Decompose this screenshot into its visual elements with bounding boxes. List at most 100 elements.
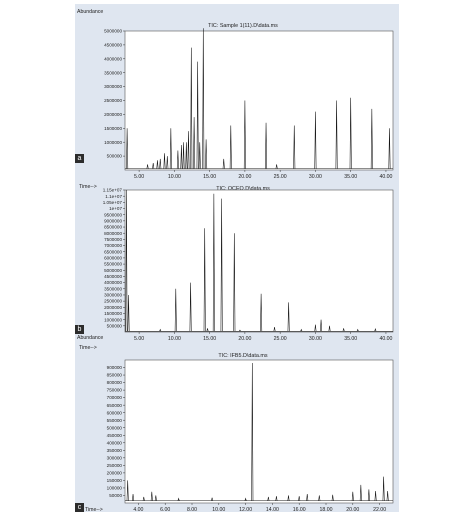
y-tick-label: 350000 (107, 448, 123, 453)
x-tick-label: 8.00 (187, 507, 197, 513)
y-tick-label: 900000 (107, 365, 123, 370)
y-tick-label: 750000 (107, 388, 123, 393)
chromatogram-peak (388, 128, 391, 169)
y-tick-label: 4000000 (104, 56, 122, 61)
plot-area (124, 30, 394, 171)
x-tick-label: 20.00 (238, 336, 251, 342)
chromatogram-peak (212, 193, 215, 332)
y-tick-label: 2500000 (104, 299, 122, 304)
chromatogram-peak (159, 158, 162, 169)
y-tick-label: 3500000 (104, 70, 122, 75)
chromatogram-peak (287, 495, 290, 501)
chromatogram-peak (196, 61, 199, 169)
chromatogram-peak (351, 491, 354, 501)
y-tick-label: 1000000 (104, 317, 122, 322)
chart-c-svg: Time--> TIC: IFB5.D\data.ms Time--> 5000… (79, 345, 394, 513)
chromatogram-peak (233, 233, 236, 332)
x-tick-label: 16.00 (293, 507, 306, 513)
x-tick-label: 30.00 (309, 174, 322, 180)
panel-letter-b: b (75, 325, 84, 334)
x-tick-label: 25.00 (274, 336, 287, 342)
y-tick-label: 1500000 (104, 126, 122, 131)
x-tick-label: 30.00 (309, 336, 322, 342)
chromatogram-peak (189, 282, 192, 332)
y-tick-label: 650000 (107, 403, 123, 408)
chromatogram-peak (126, 128, 129, 169)
y-tick-label: 6500000 (104, 249, 122, 254)
chromatogram-peak (205, 139, 208, 169)
y-tick-label: 3500000 (104, 286, 122, 291)
y-tick-label: 500000 (107, 323, 123, 328)
chromatogram-peak (127, 294, 130, 332)
chart-title: TIC: IFB5.D\data.ms (218, 353, 267, 359)
chromatogram-peak (206, 328, 209, 332)
chromatogram-peak (260, 293, 263, 332)
y-tick-label: 7000000 (104, 243, 122, 248)
chromatogram-peak (300, 328, 303, 332)
chromatogram-peak (182, 142, 185, 169)
y-tick-label: 2000000 (104, 112, 122, 117)
chromatogram-peak (150, 491, 153, 501)
y-tick-label: 450000 (107, 433, 123, 438)
chromatogram-peak (287, 302, 290, 332)
chromatogram-peak (176, 150, 179, 169)
x-tick-label: 5.00 (134, 336, 144, 342)
y-tick-label: 2000000 (104, 305, 122, 310)
chromatogram-peak (342, 328, 345, 332)
y-axis-title: Abundance (77, 9, 103, 15)
chromatogram-peak (370, 108, 373, 169)
plot-area (124, 189, 394, 333)
x-tick-label: 25.00 (274, 174, 287, 180)
y-tick-label: 500000 (107, 425, 123, 430)
chromatogram-peak (298, 496, 301, 501)
y-tick-label: 1000000 (104, 140, 122, 145)
chromatogram-peak (335, 100, 338, 169)
chart-panel-b: TIC: OCEO.D\data.ms Abundance 500000 1000… (75, 176, 399, 342)
chromatogram-peak (374, 327, 377, 332)
y-tick-label: 800000 (107, 380, 123, 385)
y-tick-label: 700000 (107, 395, 123, 400)
chromatogram-peak (367, 489, 370, 501)
chromatogram-peak (190, 47, 193, 169)
x-tick-label: 18.00 (320, 507, 333, 513)
y-tick-label: 1e+07 (109, 206, 122, 211)
chromatogram-peak (166, 156, 169, 169)
chromatogram-peak (203, 228, 206, 332)
chromatogram-peak (156, 160, 159, 169)
y-tick-label: 9000000 (104, 218, 122, 223)
x-tick-label: 5.00 (134, 174, 144, 180)
chromatogram-peak (132, 493, 135, 501)
chromatogram-peak (267, 496, 270, 501)
chromatogram-peak (154, 495, 157, 501)
y-tick-label: 5000000 (104, 268, 122, 273)
chromatogram-peak (198, 142, 201, 169)
y-tick-label: 1.15e+07 (103, 188, 123, 193)
chromatogram-peak (331, 494, 334, 501)
chromatogram-peak (356, 328, 359, 332)
y-tick-label: 1.1e+07 (105, 194, 122, 199)
chromatogram-peak (244, 497, 247, 501)
x-axis-title: Time--> (85, 507, 103, 513)
y-tick-label: 5000000 (104, 29, 122, 34)
chromatogram-peak (126, 480, 129, 501)
y-axis-title: Abundance (77, 335, 103, 341)
chromatogram-peak (174, 288, 177, 332)
y-tick-label: 1500000 (104, 311, 122, 316)
chart-panel-a: Abundance TIC: Sample 1(11).D\data.ms Ti… (75, 4, 399, 190)
x-tick-label: 10.00 (212, 507, 225, 513)
y-tick-label: 7500000 (104, 237, 122, 242)
y-tick-label: 300000 (107, 455, 123, 460)
chromatogram-peak (265, 122, 268, 169)
chromatogram-peak (220, 198, 223, 332)
y-tick-label: 200000 (107, 470, 123, 475)
chromatogram-peak (273, 327, 276, 332)
panel-letter-c: c (75, 503, 84, 512)
y-tick-label: 4000000 (104, 280, 122, 285)
chromatogram-peak (314, 324, 317, 332)
y-tick-label: 100000 (107, 486, 123, 491)
y-tick-label: 50000 (109, 493, 122, 498)
chart-a-svg: Abundance TIC: Sample 1(11).D\data.ms Ti… (77, 9, 394, 190)
chromatogram-peak (185, 142, 188, 169)
y-tick-label: 3000000 (104, 84, 122, 89)
panel-letter-a: a (75, 154, 84, 163)
